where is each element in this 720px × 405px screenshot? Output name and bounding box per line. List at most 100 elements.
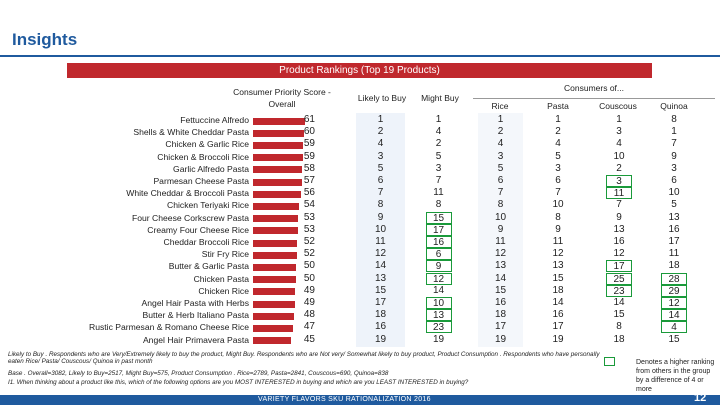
rank-cell-pasta: 2 (555, 126, 561, 138)
rank-cell-pasta: 14 (552, 297, 564, 308)
rank-cell-couscous: 15 (613, 309, 625, 321)
rank-cell-might: 23 (425, 321, 452, 334)
product-label: Angel Hair Pasta with Herbs (141, 298, 249, 308)
priority-bar (253, 324, 294, 332)
rank-cell-couscous: 11 (606, 187, 632, 200)
table-bg-likely (356, 113, 405, 347)
rank-cell-rice: 9 (497, 223, 504, 235)
priority-score-label: 50 (303, 260, 315, 272)
footnote-line-4: I1. When thinking about a product like t… (8, 379, 469, 386)
rank-cell-likely: 2 (377, 126, 384, 138)
rank-cell-rice: 7 (497, 187, 504, 199)
rank-cell-couscous: 3 (606, 175, 632, 187)
rank-cell-quinoa: 17 (668, 236, 680, 247)
rank-cell-rice: 6 (497, 175, 504, 186)
priority-bar (253, 190, 301, 198)
priority-bar (253, 215, 299, 223)
rank-cell-couscous: 16 (613, 236, 625, 247)
priority-score-label: 53 (303, 223, 315, 235)
rank-cell-couscous: 25 (606, 272, 632, 285)
product-label: Garlic Alfredo Pasta (173, 163, 249, 174)
priority-score-label: 59 (303, 150, 315, 162)
rank-cell-might: 1 (435, 114, 442, 125)
rank-cell-rice: 11 (495, 236, 506, 247)
product-label: Four Cheese Corkscrew Pasta (131, 212, 249, 223)
rank-cell-pasta: 10 (552, 199, 564, 211)
priority-score-label: 47 (303, 321, 315, 333)
rank-cell-likely: 8 (377, 199, 384, 211)
product-label: Stir Fry Rice (201, 249, 249, 260)
rank-cell-likely: 1 (377, 114, 384, 125)
rank-cell-likely: 19 (374, 333, 387, 345)
product-label: White Cheddar & Broccoli Pasta (126, 188, 249, 199)
rank-cell-pasta: 18 (552, 284, 564, 296)
rank-cell-quinoa: 29 (661, 284, 687, 297)
rank-cell-pasta: 19 (552, 333, 564, 345)
priority-score-label: 57 (303, 175, 315, 186)
product-label: Chicken Pasta (193, 273, 249, 284)
footnote-line-3: Base . Overall=3082, Likely to Buy=2517,… (8, 370, 389, 377)
priority-bar (253, 288, 295, 296)
rank-cell-pasta: 13 (552, 260, 564, 272)
footer-text: VARIETY FLAVORS SKU RATIONALIZATION 2016 (258, 396, 431, 403)
rank-cell-couscous: 10 (613, 150, 625, 162)
rank-cell-might: 2 (435, 138, 442, 150)
rank-cell-might: 16 (425, 236, 452, 248)
rank-cell-rice: 3 (497, 150, 504, 162)
rank-cell-pasta: 9 (555, 223, 561, 235)
priority-bar (253, 337, 292, 345)
rice-header: Rice (491, 101, 509, 111)
footnote-line-1: Likely to Buy . Respondents who are Very… (8, 351, 600, 358)
priority-bar (253, 117, 305, 125)
product-label: Fettuccine Alfredo (180, 115, 249, 125)
rank-cell-quinoa: 13 (668, 211, 680, 223)
rank-cell-quinoa: 6 (671, 175, 677, 186)
rank-cell-quinoa: 16 (668, 223, 680, 235)
rank-cell-couscous: 4 (616, 138, 622, 150)
rank-cell-rice: 16 (494, 297, 507, 308)
rank-cell-couscous: 7 (616, 199, 622, 211)
rank-cell-likely: 15 (374, 284, 387, 296)
rank-cell-rice: 4 (497, 138, 504, 150)
priority-bar (253, 166, 303, 174)
rank-cell-quinoa: 10 (668, 187, 680, 199)
likely-header: Likely to Buy (357, 93, 407, 103)
rank-cell-quinoa: 3 (671, 162, 677, 174)
rank-cell-pasta: 5 (555, 150, 561, 162)
rank-cell-quinoa: 11 (668, 248, 680, 260)
rank-cell-might: 7 (435, 175, 442, 186)
rank-cell-couscous: 9 (616, 211, 622, 223)
rank-cell-likely: 9 (377, 211, 384, 223)
rank-cell-likely: 4 (377, 138, 384, 150)
priority-bar (253, 312, 294, 320)
priority-bar (253, 141, 304, 149)
rank-cell-rice: 5 (497, 162, 504, 174)
rank-cell-pasta: 17 (552, 321, 564, 333)
rank-cell-pasta: 11 (552, 236, 564, 247)
priority-score-label: 49 (303, 297, 315, 308)
rank-cell-quinoa: 28 (661, 272, 687, 285)
rank-cell-pasta: 6 (555, 175, 561, 186)
page-title: Insights (12, 30, 78, 49)
priority-bar (253, 263, 296, 271)
product-label: Angel Hair Primavera Pasta (142, 334, 249, 345)
rank-cell-might: 19 (432, 333, 445, 345)
rank-cell-rice: 10 (494, 211, 507, 223)
rank-cell-couscous: 18 (613, 333, 625, 345)
rank-cell-rice: 1 (497, 114, 504, 125)
rank-cell-might: 17 (425, 223, 452, 236)
highlight-legend-swatch (604, 357, 615, 366)
rank-cell-couscous: 17 (606, 260, 632, 273)
product-label: Parmesan Cheese Pasta (153, 176, 249, 186)
priority-bar (253, 276, 296, 284)
priority-score-label: 59 (303, 138, 315, 150)
priority-score-label: 49 (303, 284, 315, 296)
rank-cell-quinoa: 5 (671, 199, 677, 211)
rank-cell-likely: 14 (374, 260, 387, 272)
priority-bar (253, 239, 298, 247)
rank-cell-couscous: 8 (616, 321, 622, 333)
rank-cell-couscous: 13 (613, 223, 625, 235)
priority-bar (253, 251, 298, 259)
product-label: Chicken & Garlic Rice (165, 139, 249, 150)
rank-cell-couscous: 2 (616, 162, 622, 174)
